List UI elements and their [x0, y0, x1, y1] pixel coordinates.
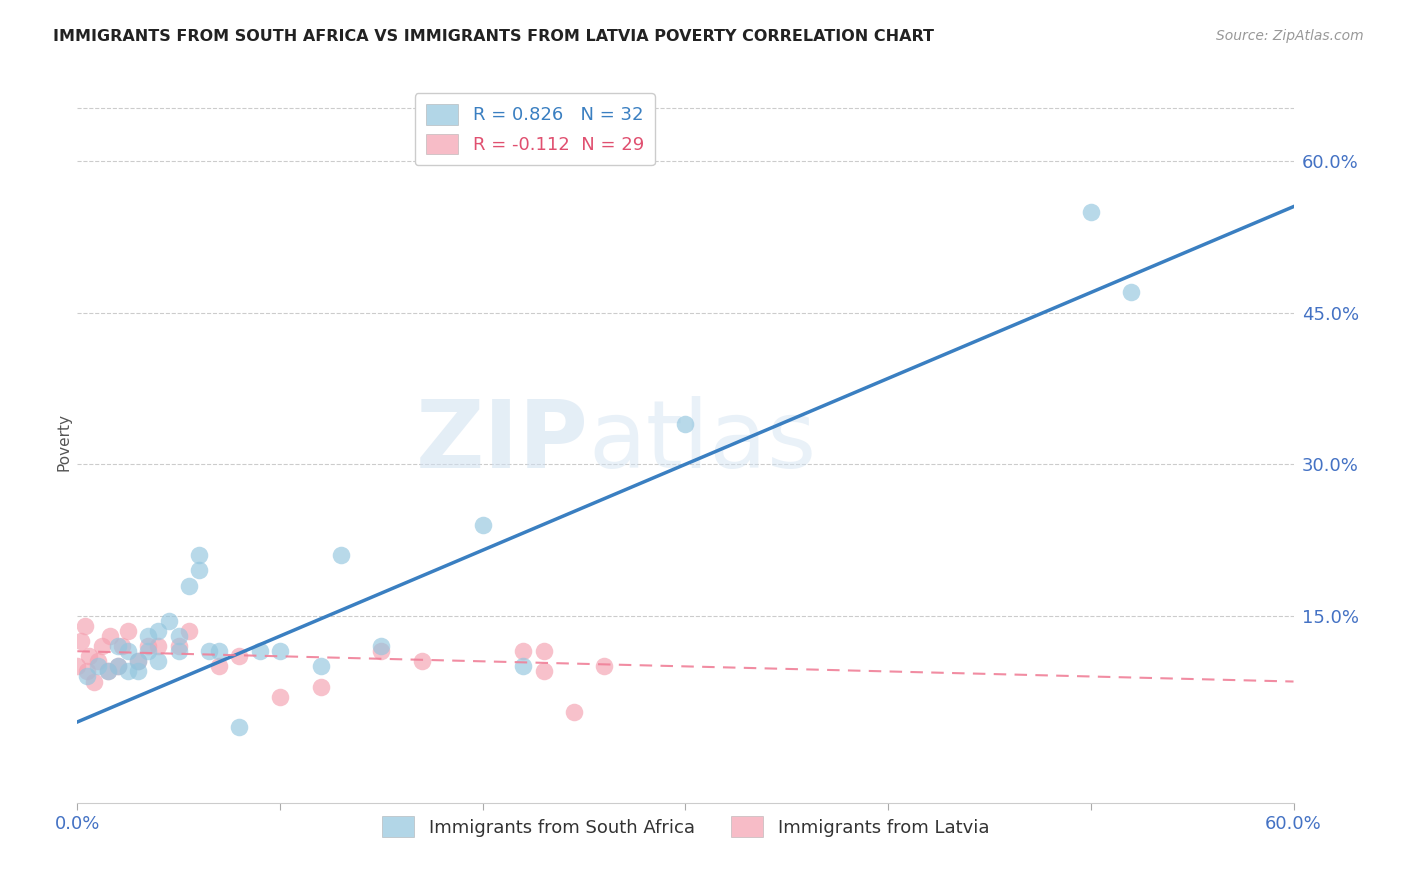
Point — [1121, 285, 1143, 300]
Point — [117, 644, 139, 658]
Point — [97, 665, 120, 679]
Point — [117, 665, 139, 679]
Point — [269, 644, 291, 658]
Point — [167, 639, 190, 653]
Point — [411, 654, 433, 668]
Point — [228, 649, 250, 664]
Point — [562, 705, 585, 719]
Text: Source: ZipAtlas.com: Source: ZipAtlas.com — [1216, 29, 1364, 43]
Point — [177, 578, 200, 592]
Point — [66, 659, 89, 673]
Point — [198, 644, 221, 658]
Point — [90, 639, 112, 653]
Point — [533, 644, 555, 658]
Point — [370, 644, 392, 658]
Point — [127, 654, 149, 668]
Point — [167, 629, 190, 643]
Y-axis label: Poverty: Poverty — [56, 412, 72, 471]
Point — [675, 417, 697, 431]
Point — [208, 659, 231, 673]
Point — [208, 644, 231, 658]
Point — [76, 669, 98, 683]
Point — [309, 659, 332, 673]
Point — [167, 644, 190, 658]
Point — [309, 680, 332, 694]
Point — [157, 614, 180, 628]
Point — [370, 639, 392, 653]
Legend: Immigrants from South Africa, Immigrants from Latvia: Immigrants from South Africa, Immigrants… — [371, 805, 1000, 848]
Point — [512, 644, 534, 658]
Point — [107, 639, 129, 653]
Text: atlas: atlas — [588, 395, 817, 488]
Point — [136, 644, 159, 658]
Point — [86, 654, 108, 668]
Point — [1080, 204, 1102, 219]
Point — [136, 629, 159, 643]
Point — [136, 639, 159, 653]
Point — [76, 665, 98, 679]
Point — [471, 517, 494, 532]
Point — [111, 639, 134, 653]
Point — [70, 634, 93, 648]
Point — [98, 629, 121, 643]
Point — [148, 624, 170, 638]
Point — [83, 674, 105, 689]
Point — [228, 720, 250, 734]
Point — [127, 654, 149, 668]
Text: ZIP: ZIP — [415, 395, 588, 488]
Point — [269, 690, 291, 704]
Point — [75, 619, 97, 633]
Point — [117, 624, 139, 638]
Point — [188, 563, 211, 577]
Text: IMMIGRANTS FROM SOUTH AFRICA VS IMMIGRANTS FROM LATVIA POVERTY CORRELATION CHART: IMMIGRANTS FROM SOUTH AFRICA VS IMMIGRAN… — [53, 29, 935, 44]
Point — [177, 624, 200, 638]
Point — [593, 659, 616, 673]
Point — [107, 659, 129, 673]
Point — [188, 548, 211, 562]
Point — [512, 659, 534, 673]
Point — [79, 649, 101, 664]
Point — [127, 665, 149, 679]
Point — [86, 659, 108, 673]
Point — [533, 665, 555, 679]
Point — [107, 659, 129, 673]
Point — [329, 548, 352, 562]
Point — [249, 644, 271, 658]
Point — [148, 639, 170, 653]
Point — [148, 654, 170, 668]
Point — [97, 665, 120, 679]
